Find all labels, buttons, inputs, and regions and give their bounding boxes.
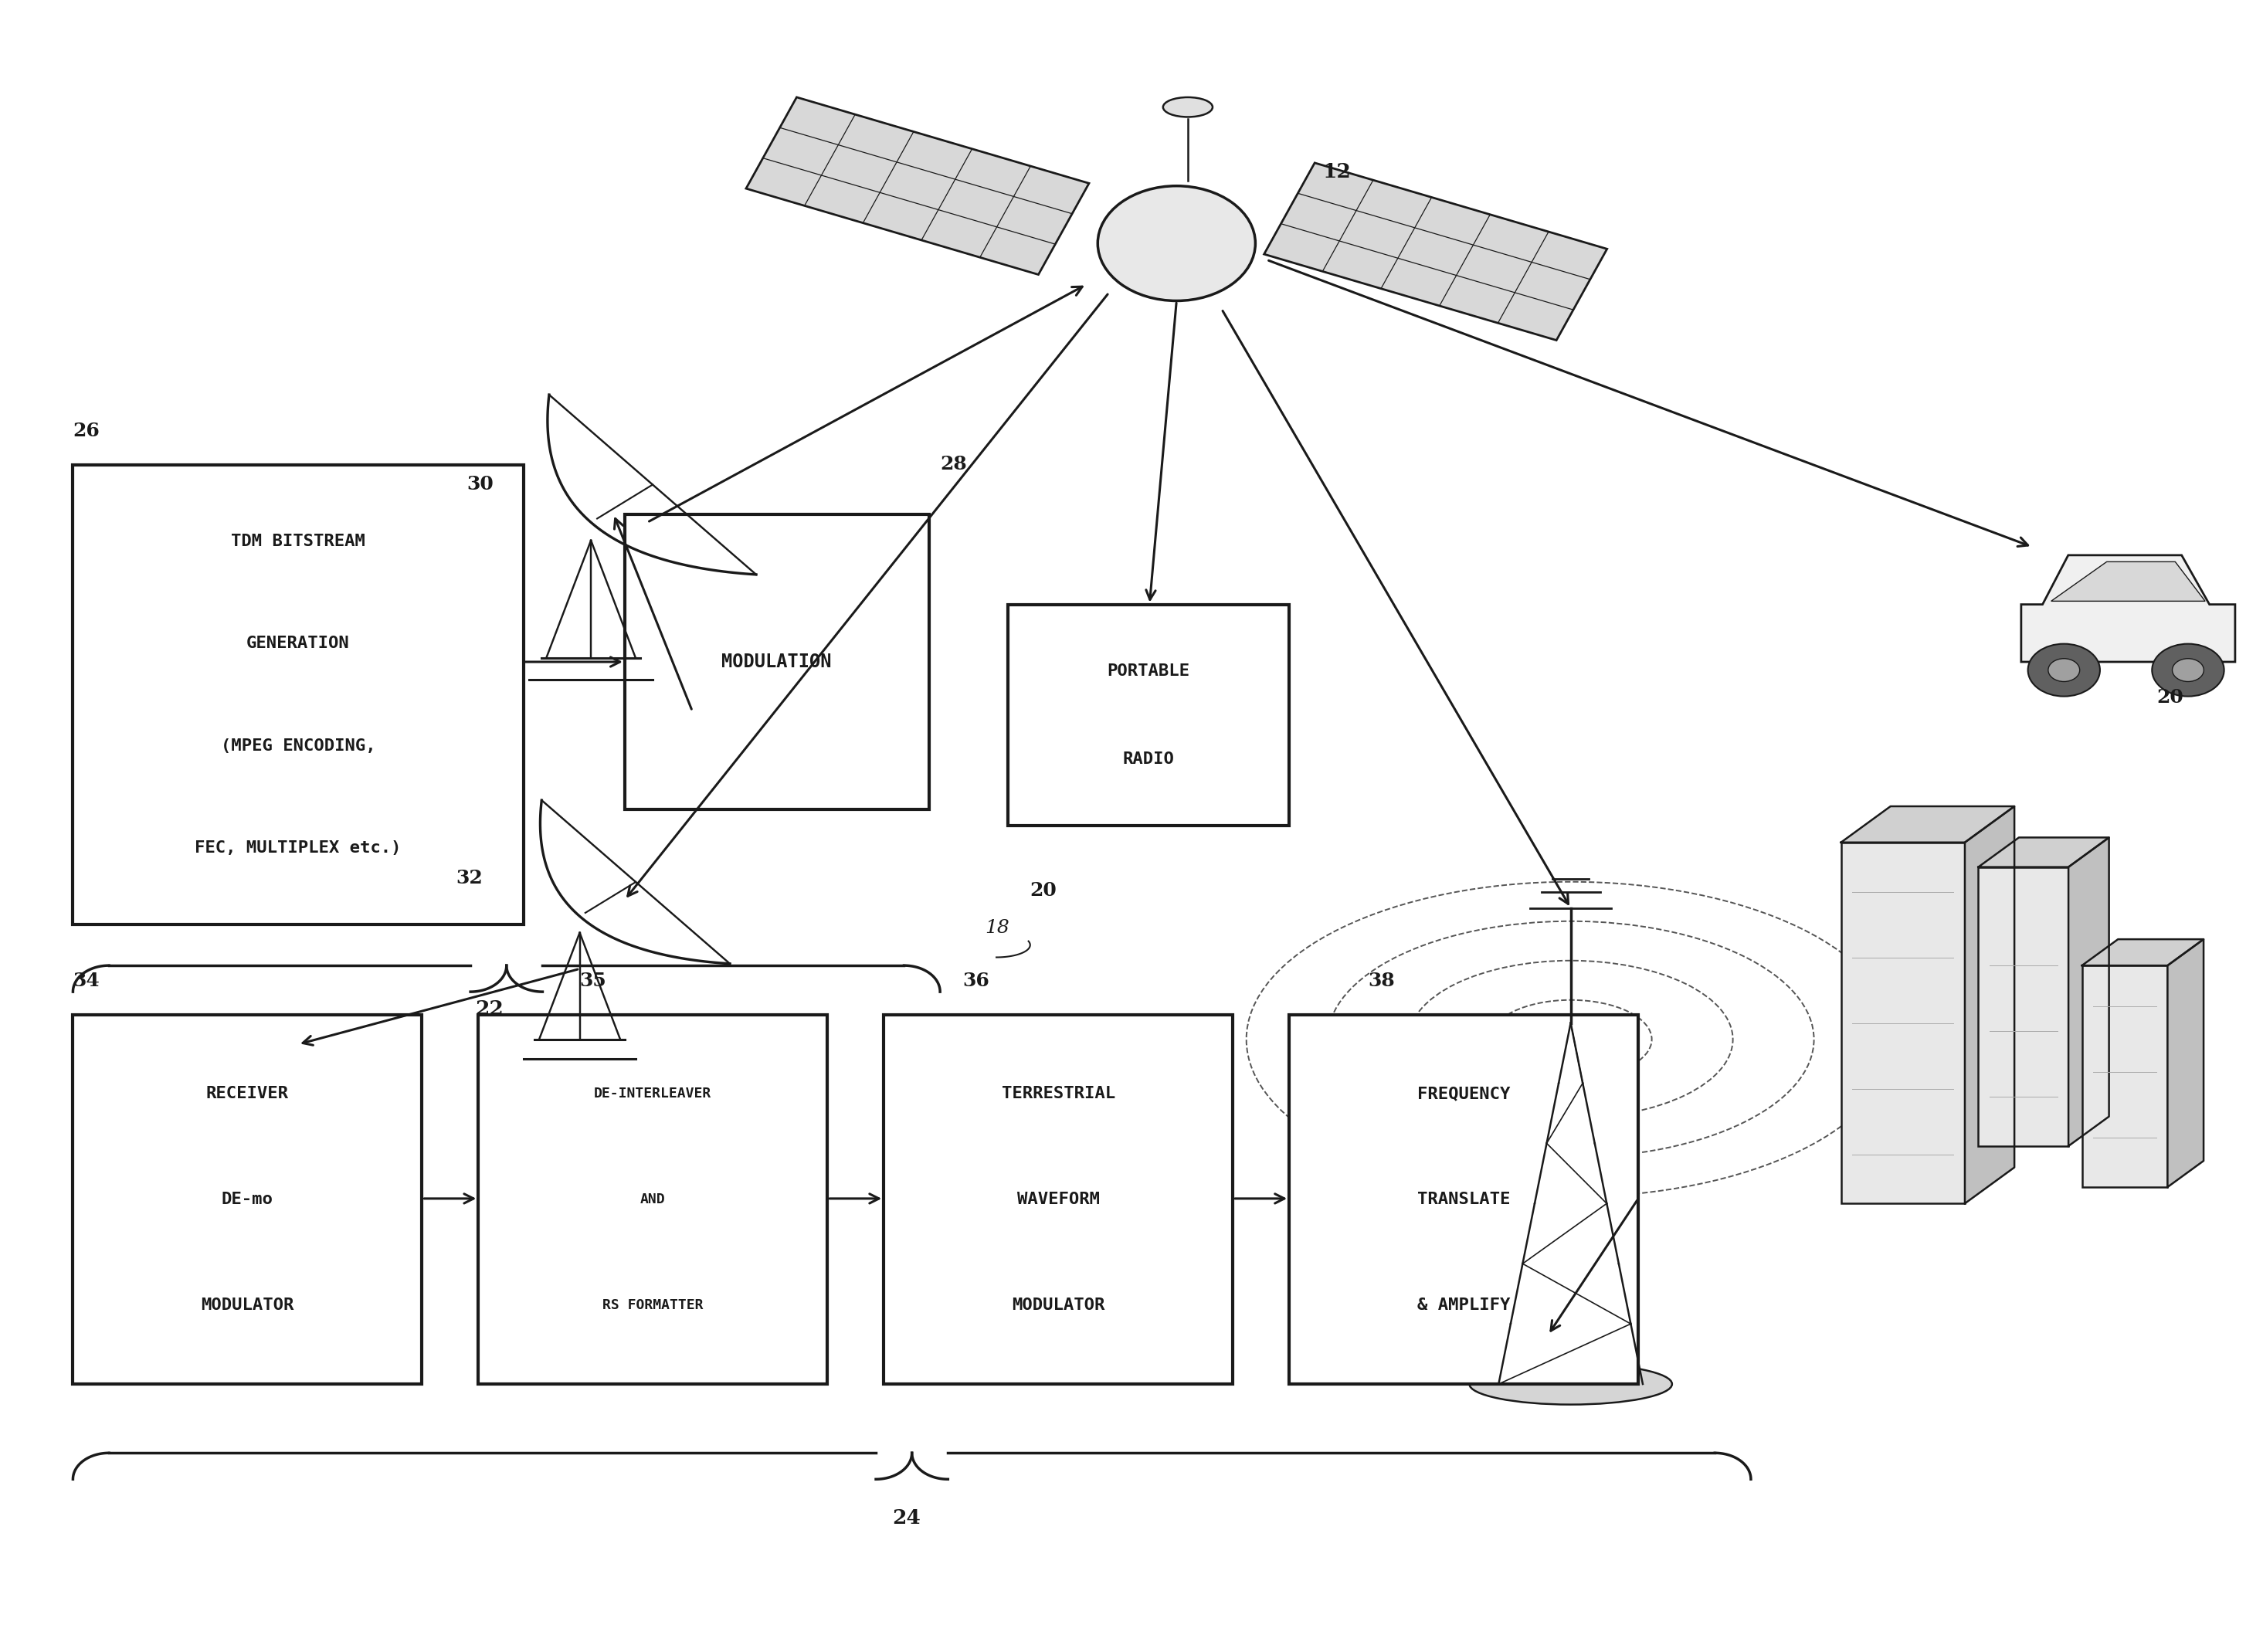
Text: 26: 26: [72, 421, 100, 441]
Bar: [1290, 1014, 1638, 1384]
Polygon shape: [2082, 940, 2204, 965]
Text: RADIO: RADIO: [1122, 752, 1174, 767]
Polygon shape: [2050, 562, 2204, 601]
Text: MODULATOR: MODULATOR: [201, 1297, 294, 1313]
Text: AND: AND: [640, 1193, 665, 1206]
Text: 36: 36: [962, 971, 989, 990]
Text: 22: 22: [475, 999, 505, 1019]
Text: 34: 34: [72, 971, 100, 990]
Bar: [1007, 605, 1290, 826]
Text: MODULATION: MODULATION: [722, 653, 833, 671]
Circle shape: [2028, 644, 2100, 697]
Text: TERRESTRIAL: TERRESTRIAL: [1003, 1085, 1116, 1102]
Text: WAVEFORM: WAVEFORM: [1016, 1191, 1100, 1208]
Polygon shape: [747, 97, 1089, 274]
Bar: [1978, 867, 2068, 1146]
Polygon shape: [1964, 806, 2014, 1204]
Bar: [72, 1014, 421, 1384]
Bar: [2082, 965, 2168, 1188]
Ellipse shape: [1163, 97, 1213, 117]
Text: 30: 30: [466, 474, 493, 494]
Polygon shape: [2068, 838, 2109, 1146]
Ellipse shape: [1469, 1363, 1672, 1404]
Polygon shape: [1978, 838, 2109, 867]
Bar: [1842, 843, 1964, 1204]
Text: 35: 35: [579, 971, 606, 990]
Text: FREQUENCY: FREQUENCY: [1417, 1085, 1509, 1102]
Text: & AMPLIFY: & AMPLIFY: [1417, 1297, 1509, 1313]
Text: 20: 20: [2157, 689, 2184, 707]
Circle shape: [2152, 644, 2225, 697]
Text: TRANSLATE: TRANSLATE: [1417, 1191, 1509, 1208]
Polygon shape: [1842, 806, 2014, 843]
Text: 28: 28: [939, 454, 966, 472]
Text: GENERATION: GENERATION: [247, 636, 351, 651]
Text: MODULATOR: MODULATOR: [1012, 1297, 1104, 1313]
Bar: [625, 514, 928, 809]
Polygon shape: [1265, 164, 1607, 340]
Text: 38: 38: [1369, 971, 1394, 990]
Text: 12: 12: [1324, 162, 1351, 182]
Text: 32: 32: [455, 869, 482, 887]
Bar: [885, 1014, 1233, 1384]
Polygon shape: [2021, 555, 2236, 662]
Text: 24: 24: [892, 1508, 921, 1528]
Text: TDM BITSTREAM: TDM BITSTREAM: [231, 534, 364, 548]
Text: RECEIVER: RECEIVER: [206, 1085, 290, 1102]
Circle shape: [2048, 659, 2080, 682]
Text: (MPEG ENCODING,: (MPEG ENCODING,: [222, 738, 376, 753]
Polygon shape: [2168, 940, 2204, 1188]
Text: RS FORMATTER: RS FORMATTER: [602, 1298, 704, 1312]
Ellipse shape: [1098, 187, 1256, 301]
Text: PORTABLE: PORTABLE: [1107, 662, 1190, 679]
Bar: [72, 464, 523, 925]
Text: DE-INTERLEAVER: DE-INTERLEAVER: [595, 1087, 711, 1100]
Bar: [477, 1014, 828, 1384]
Text: DE-mo: DE-mo: [222, 1191, 274, 1208]
Text: 20: 20: [1030, 881, 1057, 900]
Text: 18: 18: [984, 919, 1009, 937]
Circle shape: [2172, 659, 2204, 682]
Text: FEC, MULTIPLEX etc.): FEC, MULTIPLEX etc.): [195, 841, 401, 856]
